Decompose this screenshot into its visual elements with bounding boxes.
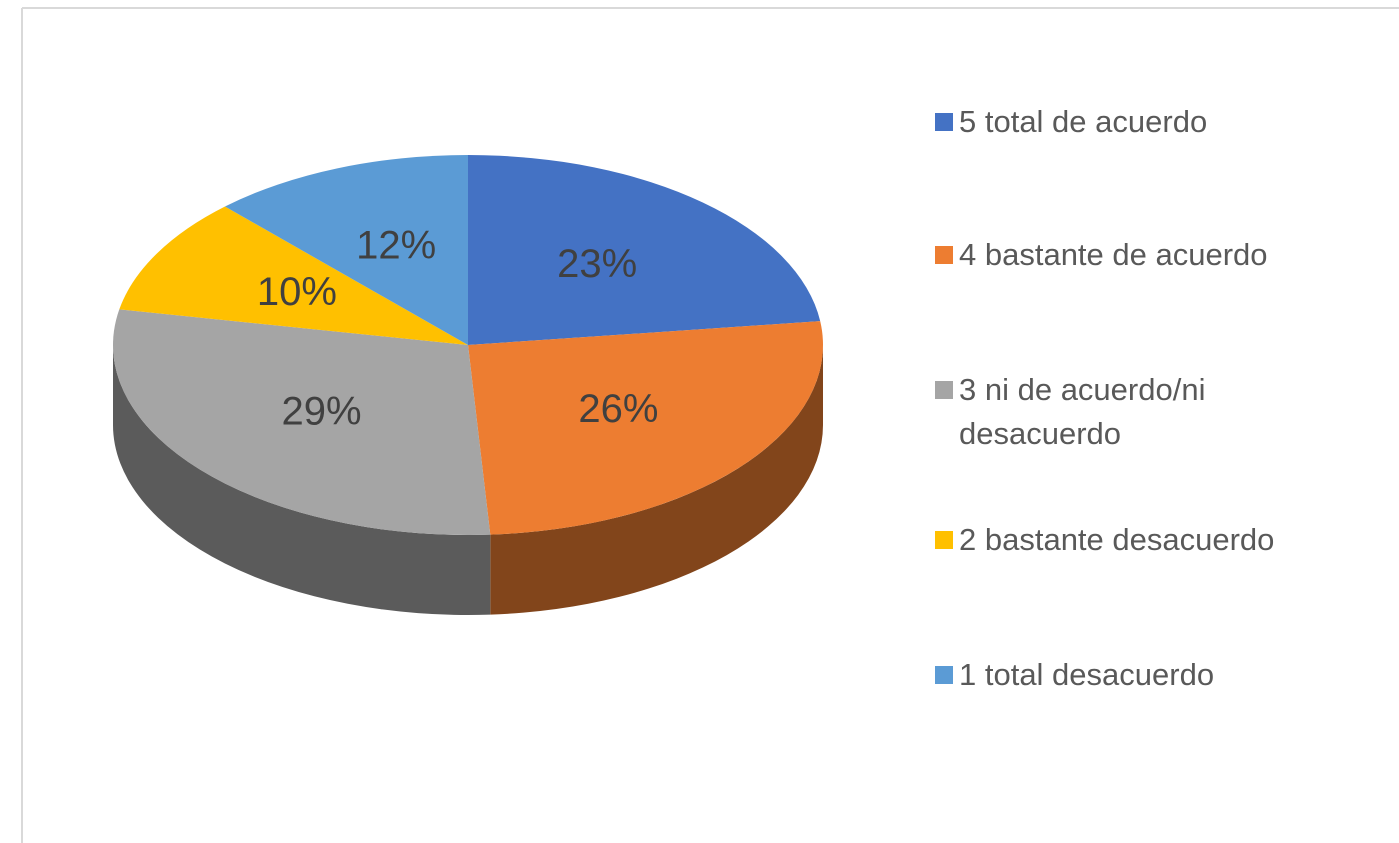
legend-item: 4 bastante de acuerdo bbox=[935, 233, 1375, 277]
slice bbox=[468, 321, 823, 535]
slice bbox=[112, 309, 491, 535]
legend-label: 2 bastante desacuerdo bbox=[959, 522, 1275, 557]
data-label: 12% bbox=[356, 223, 436, 267]
legend-label: 5 total de acuerdo bbox=[959, 104, 1208, 139]
slice-side bbox=[490, 345, 823, 615]
slice bbox=[468, 155, 821, 345]
legend-label: 1 total desacuerdo bbox=[959, 657, 1215, 692]
legend-swatch bbox=[935, 113, 953, 131]
data-label: 26% bbox=[578, 387, 658, 431]
legend-swatch bbox=[935, 531, 953, 549]
legend-label: 3 ni de acuerdo/ni desacuerdo bbox=[959, 372, 1206, 451]
data-label: 10% bbox=[257, 270, 337, 314]
legend-item: 5 total de acuerdo bbox=[935, 100, 1375, 144]
data-label: 23% bbox=[557, 242, 637, 286]
legend-label: 4 bastante de acuerdo bbox=[959, 237, 1268, 272]
legend-item: 2 bastante desacuerdo bbox=[935, 518, 1375, 562]
legend-swatch bbox=[935, 246, 953, 264]
slice bbox=[119, 206, 468, 345]
legend-swatch bbox=[935, 666, 953, 684]
legend-item: 1 total desacuerdo bbox=[935, 653, 1375, 697]
legend-swatch bbox=[935, 381, 953, 399]
data-label: 29% bbox=[282, 390, 362, 434]
legend-item: 3 ni de acuerdo/ni desacuerdo bbox=[935, 368, 1375, 456]
slice bbox=[224, 155, 468, 345]
slice-side bbox=[113, 345, 491, 615]
